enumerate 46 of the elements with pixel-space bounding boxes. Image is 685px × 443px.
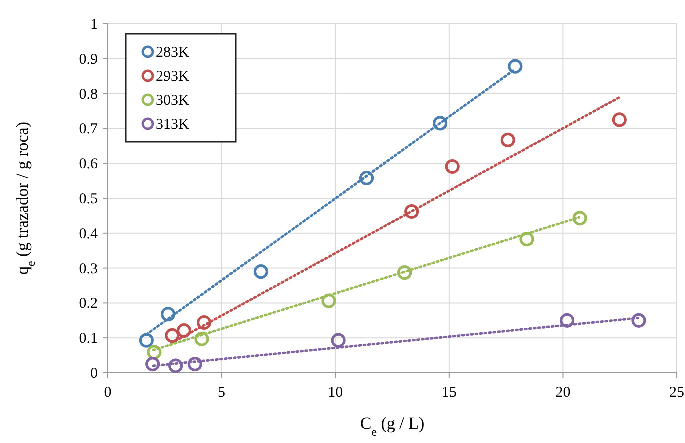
point: [432, 116, 448, 131]
x-tick-label: 5: [218, 385, 226, 401]
y-tick-label: 0.8: [79, 86, 98, 103]
x-tick-label: 0: [104, 385, 112, 401]
point: [560, 313, 575, 328]
x-tick-label: 15: [442, 385, 457, 401]
legend-label: 283K: [156, 45, 190, 61]
point: [508, 59, 523, 74]
point: [520, 232, 534, 247]
y-tick-label: 0.2: [79, 296, 98, 312]
y-tick-label: 0.3: [79, 261, 98, 278]
point: [397, 266, 412, 280]
legend-label: 313K: [156, 117, 190, 133]
legend-label: 303K: [156, 93, 190, 109]
point: [196, 315, 212, 330]
point: [254, 264, 268, 280]
y-tick-label: 0.1: [79, 331, 98, 348]
point: [572, 211, 588, 226]
y-tick-label: 0.6: [79, 156, 98, 173]
y-tick-label: 0.5: [79, 192, 98, 208]
x-axis-title: C$_{e}$ (g / L): [360, 414, 425, 439]
point: [139, 333, 154, 348]
point: [500, 132, 516, 148]
point: [161, 307, 176, 322]
point: [188, 356, 202, 372]
point: [632, 313, 646, 328]
point: [331, 333, 346, 348]
x-tick-label: 20: [556, 385, 571, 401]
point: [165, 328, 180, 343]
point: [612, 112, 627, 128]
point: [168, 358, 184, 374]
x-tick-label: 25: [670, 385, 684, 401]
point: [445, 159, 460, 174]
y-tick-label: 0.4: [79, 226, 98, 242]
point: [359, 170, 374, 186]
y-tick-label: 1: [90, 17, 98, 33]
point: [194, 332, 210, 346]
point: [322, 294, 336, 308]
legend-label: 293K: [156, 69, 190, 85]
point: [404, 204, 420, 220]
point: [176, 323, 192, 338]
y-tick-label: 0: [90, 366, 98, 382]
y-tick-label: 0.9: [79, 52, 98, 68]
x-tick-label: 10: [328, 385, 344, 401]
y-tick-label: 0.7: [79, 122, 98, 138]
point: [146, 356, 160, 372]
